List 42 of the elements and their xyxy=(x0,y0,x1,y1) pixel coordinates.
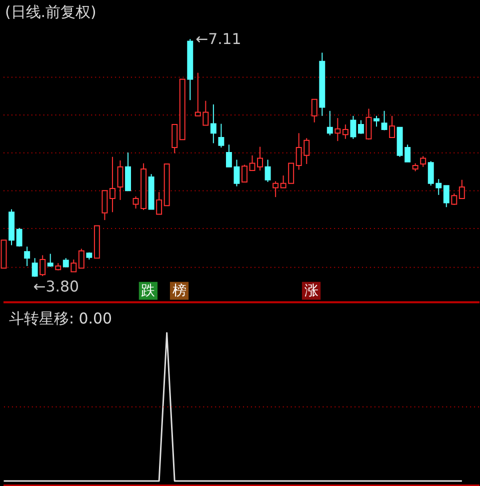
candlestick xyxy=(102,190,108,221)
candlestick xyxy=(381,110,388,131)
candlestick xyxy=(70,259,77,272)
candlestick xyxy=(389,115,396,138)
candlestick xyxy=(326,110,333,136)
candlestick xyxy=(47,253,54,268)
candlestick xyxy=(257,146,264,171)
candlestick xyxy=(210,104,216,144)
candlestick xyxy=(451,192,458,206)
candlestick xyxy=(117,160,124,200)
candlestick xyxy=(62,258,69,268)
candlestick xyxy=(249,154,256,171)
text: 涨 xyxy=(304,282,318,299)
candlestick xyxy=(350,115,356,140)
candlestick xyxy=(366,108,372,140)
candlestick xyxy=(32,258,38,278)
chart-title: (日线.前复权) xyxy=(4,2,96,21)
candlestick xyxy=(374,115,380,128)
candlestick xyxy=(358,120,364,134)
candlestick xyxy=(24,246,30,267)
text: 跌 xyxy=(141,282,156,299)
candlestick xyxy=(420,156,426,168)
text: ←3.80 xyxy=(33,278,80,296)
annotation: ←7.11 xyxy=(196,30,242,48)
candlestick xyxy=(218,123,224,148)
candlestick xyxy=(156,192,162,215)
candlestick xyxy=(125,152,131,192)
candlestick xyxy=(78,248,84,269)
candlestick xyxy=(109,156,116,213)
candlestick xyxy=(443,185,450,208)
text: 榜 xyxy=(172,282,186,299)
chart-title: 斗转星移: 0.00 xyxy=(8,310,112,328)
candlestick xyxy=(16,227,22,248)
candlestick xyxy=(272,180,279,198)
candlestick xyxy=(172,124,178,154)
candlestick xyxy=(242,164,248,182)
candlestick xyxy=(311,98,318,123)
candlestick xyxy=(264,159,271,182)
candlestick xyxy=(342,124,348,140)
candlestick xyxy=(40,254,46,277)
candlestick xyxy=(458,179,465,199)
candlestick xyxy=(334,118,341,142)
